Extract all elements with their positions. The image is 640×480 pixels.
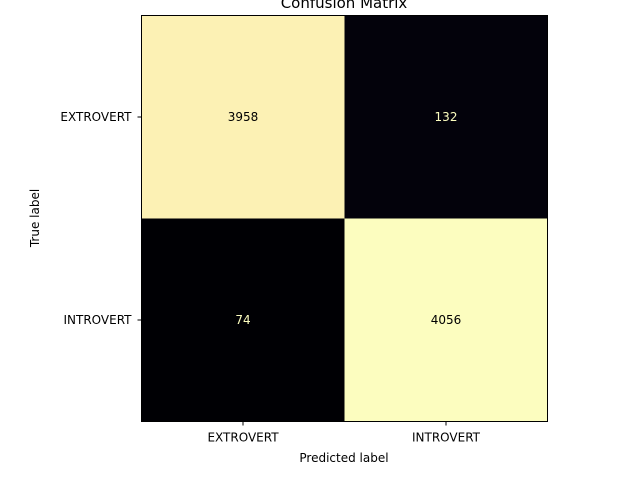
heatmap-cell-introvert-introvert	[344, 218, 548, 422]
heatmap-cell-extrovert-extrovert	[141, 15, 345, 219]
y-axis-ticks: EXTROVERT INTROVERT	[60, 110, 142, 327]
y-tick-label: INTROVERT	[63, 313, 132, 327]
heatmap-cell-extrovert-introvert	[344, 15, 548, 219]
cell-value-label: 132	[435, 110, 458, 124]
x-tick-label: EXTROVERT	[207, 431, 279, 445]
cell-value-label: 4056	[431, 313, 462, 327]
x-tick-label: INTROVERT	[412, 431, 481, 445]
heatmap-cell-labels: 3958 132 74 4056	[228, 110, 462, 327]
x-axis-label: Predicted label	[299, 451, 388, 465]
cell-value-label: 74	[235, 313, 250, 327]
y-axis-label: True label	[28, 189, 42, 248]
heatmap-cells	[141, 15, 548, 422]
x-axis-ticks: EXTROVERT INTROVERT	[207, 421, 481, 445]
chart-title: Confusion Matrix	[281, 0, 408, 12]
y-tick-label: EXTROVERT	[60, 110, 132, 124]
cell-value-label: 3958	[228, 110, 259, 124]
heatmap-cell-introvert-extrovert	[141, 218, 345, 422]
plot-frame	[141, 15, 548, 422]
